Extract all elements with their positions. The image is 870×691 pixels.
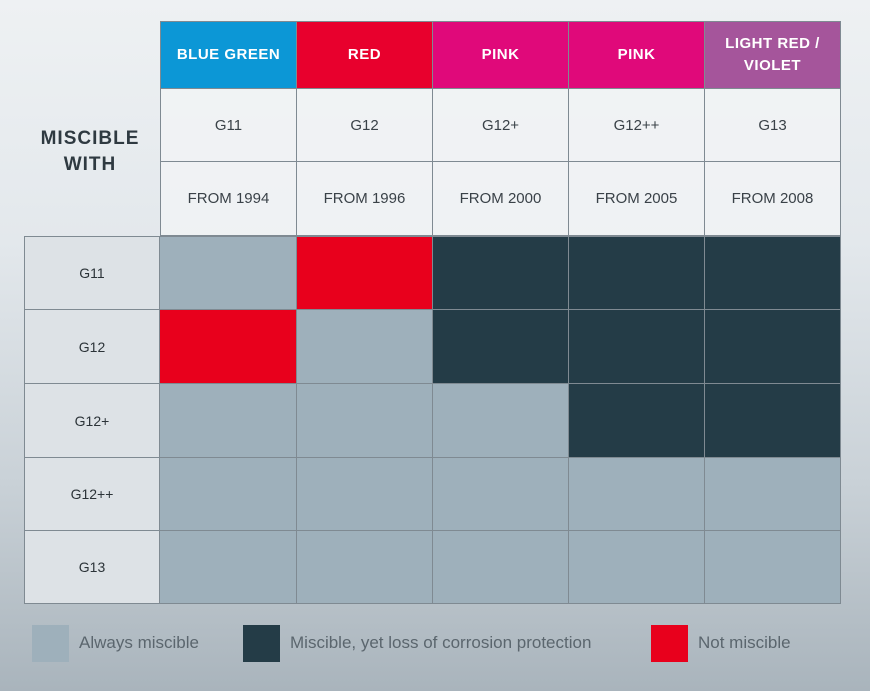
matrix-cell — [433, 236, 569, 310]
legend-swatch — [651, 624, 688, 662]
matrix-cell — [569, 384, 705, 458]
matrix-cell — [705, 236, 841, 310]
matrix-cell — [160, 458, 297, 531]
column-color-header: PINK — [569, 21, 705, 89]
matrix-cell — [569, 458, 705, 531]
column-year-header: FROM 1994 — [160, 162, 297, 236]
matrix-cell — [705, 458, 841, 531]
row-label: G11 — [24, 236, 160, 310]
row-label: G12+ — [24, 384, 160, 458]
matrix-cell — [433, 310, 569, 384]
matrix-cell — [297, 531, 433, 604]
matrix-cell — [433, 531, 569, 604]
column-type-header: G12++ — [569, 89, 705, 162]
legend-swatch — [243, 624, 280, 662]
legend-label: Miscible, yet loss of corrosion protecti… — [290, 633, 592, 652]
column-type-header: G12+ — [433, 89, 569, 162]
matrix-cell — [705, 531, 841, 604]
column-year-header: FROM 2005 — [569, 162, 705, 236]
matrix-cell — [569, 236, 705, 310]
row-label: G13 — [24, 531, 160, 604]
column-type-header: G13 — [705, 89, 841, 162]
legend-item: Not miscible — [651, 624, 791, 662]
matrix-cell — [569, 531, 705, 604]
column-color-header: LIGHT RED / VIOLET — [705, 21, 841, 89]
column-type-header: G12 — [297, 89, 433, 162]
matrix-cell — [297, 310, 433, 384]
legend-swatch — [32, 624, 69, 662]
matrix-cell — [297, 458, 433, 531]
column-year-header: FROM 1996 — [297, 162, 433, 236]
row-label: G12++ — [24, 458, 160, 531]
matrix-cell — [433, 458, 569, 531]
chart-title: MISCIBLE WITH — [40, 128, 140, 175]
column-color-header: BLUE GREEN — [160, 21, 297, 89]
matrix-cell — [160, 310, 297, 384]
column-color-header: PINK — [433, 21, 569, 89]
column-color-header: RED — [297, 21, 433, 89]
legend-label: Always miscible — [79, 633, 199, 652]
legend: Always miscible Miscible, yet loss of cor… — [32, 624, 852, 664]
legend-item: Miscible, yet loss of corrosion protecti… — [243, 624, 591, 662]
matrix-cell — [569, 310, 705, 384]
matrix-cell — [297, 384, 433, 458]
matrix-cell — [160, 384, 297, 458]
matrix-cell — [705, 384, 841, 458]
column-year-header: FROM 2000 — [433, 162, 569, 236]
legend-item: Always miscible — [32, 624, 199, 662]
row-label: G12 — [24, 310, 160, 384]
matrix-cell — [160, 236, 297, 310]
column-year-header: FROM 2008 — [705, 162, 841, 236]
matrix-cell — [160, 531, 297, 604]
column-type-header: G11 — [160, 89, 297, 162]
matrix-cell — [705, 310, 841, 384]
legend-label: Not miscible — [698, 633, 791, 652]
matrix-cell — [433, 384, 569, 458]
matrix-cell — [297, 236, 433, 310]
